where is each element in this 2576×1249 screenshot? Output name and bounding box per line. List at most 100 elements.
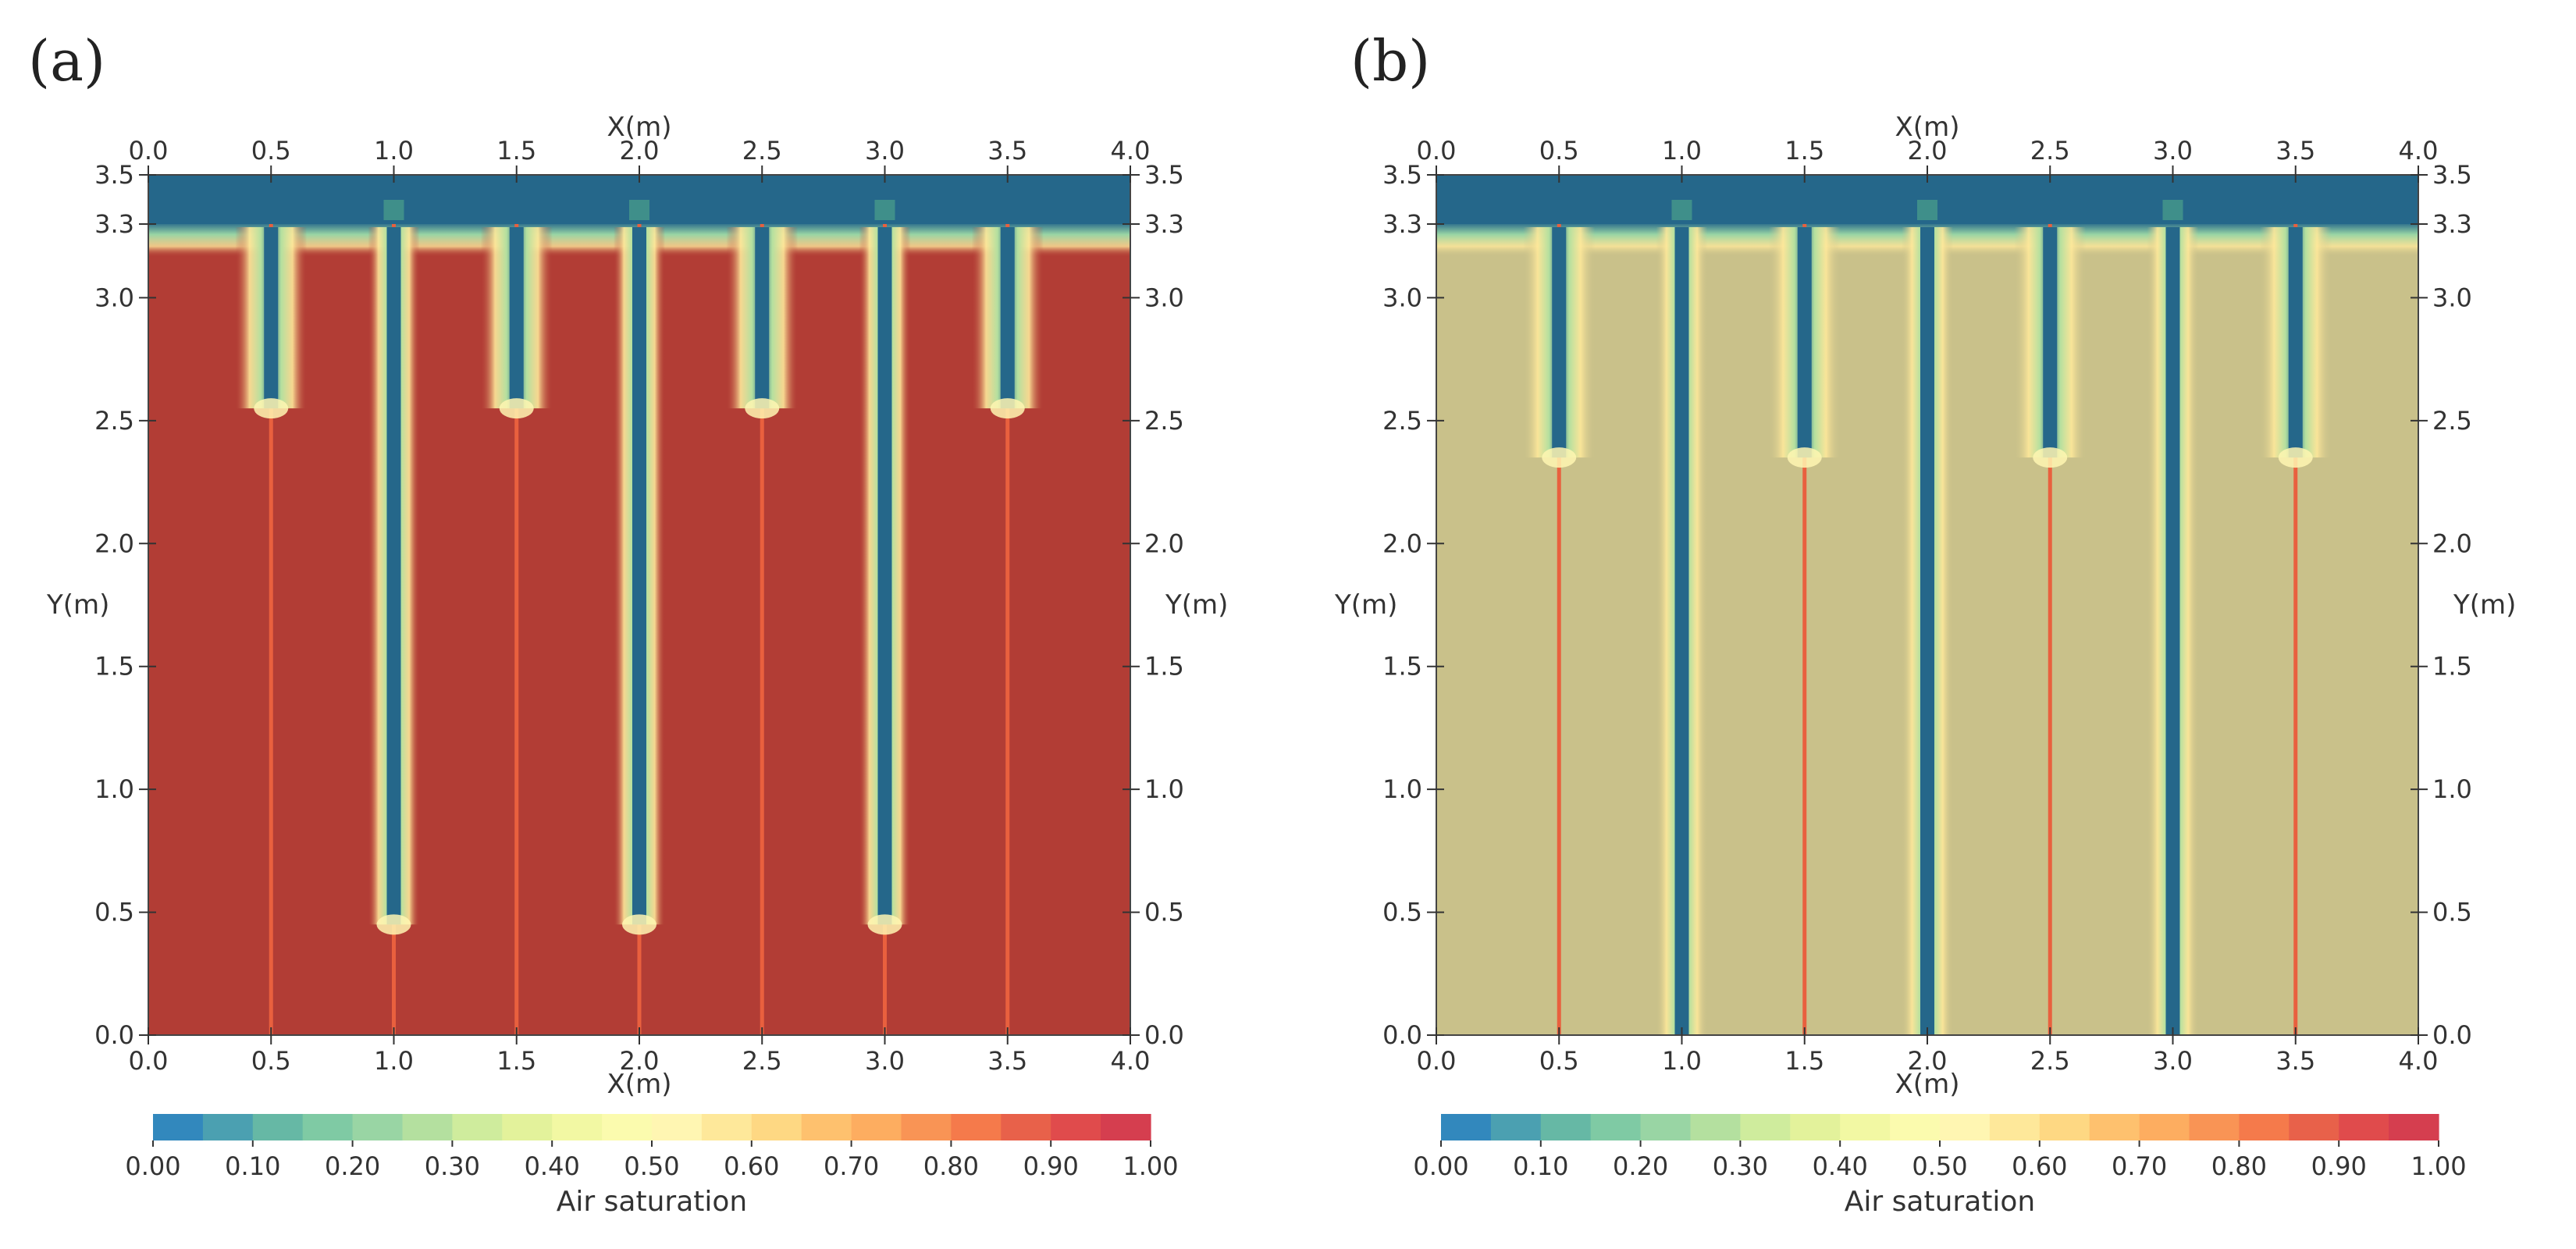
x-tick-bottom-1: 0.5 [251,1046,291,1076]
colorbar-tick-5: 0.50 [1912,1151,1967,1181]
y-tick-left-0: 0.0 [94,1020,134,1050]
y-tick-left-4: 2.0 [1382,528,1422,558]
panel-label-a: (a) [28,28,106,94]
colorbar-swatch-10 [652,1114,703,1140]
plot-area [148,175,1130,1035]
injection-point-2 [874,200,895,220]
long-plume-core-1 [1920,226,1934,1035]
colorbar-swatch-11 [1989,1114,2041,1140]
short-plume-core-3 [1000,226,1015,409]
y-tick-left-1: 0.5 [1382,898,1422,927]
colorbar-tick-1: 0.10 [225,1151,280,1181]
colorbar-tick-9: 0.90 [2311,1151,2367,1181]
y-tick-right-5: 2.5 [1144,406,1184,436]
short-plume-core-0 [264,226,279,409]
colorbar-tick-8: 0.80 [2211,1151,2267,1181]
y-tick-left-6: 3.0 [94,283,134,312]
y-tick-right-2: 1.0 [2432,774,2472,804]
x-tick-bottom-2: 1.0 [374,1046,414,1076]
x-tick-bottom-7: 3.5 [2275,1046,2315,1076]
colorbar-swatch-18 [2339,1114,2389,1140]
y-tick-left-0: 0.0 [1382,1020,1422,1050]
colorbar-tick-3: 0.30 [425,1151,480,1181]
colorbar-swatch-13 [2089,1114,2140,1140]
injection-point-1 [629,200,649,220]
colorbar-swatch-1 [1490,1114,1542,1140]
y-tick-right-8: 3.5 [2432,160,2472,190]
colorbar-swatch-19 [2389,1114,2439,1140]
colorbar-swatch-7 [502,1114,553,1140]
x-tick-bottom-3: 1.5 [496,1046,536,1076]
colorbar-swatch-13 [801,1114,852,1140]
colorbar-swatch-3 [1590,1114,1642,1140]
x-tick-bottom-8: 4.0 [1111,1046,1151,1076]
y-tick-right-4: 2.0 [2432,528,2472,558]
colorbar-tick-6: 0.60 [2012,1151,2067,1181]
x-axis-title-top: X(m) [607,112,672,143]
long-plume-core-2 [877,226,892,925]
colorbar-tick-5: 0.50 [624,1151,679,1181]
colorbar-swatch-17 [2289,1114,2339,1140]
colorbar-swatch-16 [951,1114,1002,1140]
colorbar-tick-1: 0.10 [1513,1151,1568,1181]
colorbar-tick-9: 0.90 [1023,1151,1079,1181]
short-plume-core-3 [2288,226,2303,458]
short-plume-tip-0 [1542,447,1577,468]
x-tick-bottom-5: 2.5 [2030,1046,2070,1076]
colorbar-swatch-3 [302,1114,354,1140]
colorbar-swatch-9 [1890,1114,1941,1140]
x-axis-title-top: X(m) [1895,112,1960,143]
colorbar-swatch-8 [552,1114,603,1140]
y-tick-left-3: 1.5 [94,652,134,681]
long-plume-core-0 [386,226,401,925]
x-axis-title-bottom: X(m) [607,1069,672,1100]
y-tick-right-3: 1.5 [1144,652,1184,681]
colorbar-swatch-2 [252,1114,304,1140]
y-axis-title-right: Y(m) [2453,589,2516,621]
x-tick-top-4: 2.0 [620,136,660,165]
colorbar-swatch-5 [402,1114,453,1140]
y-tick-right-3: 1.5 [2432,652,2472,681]
colorbar-swatch-10 [1940,1114,1991,1140]
x-tick-top-3: 1.5 [496,136,536,165]
plot-area [1436,175,2418,1035]
long-plume-core-2 [2165,226,2180,1035]
colorbar-tick-7: 0.70 [2112,1151,2167,1181]
colorbar-tick-2: 0.20 [325,1151,380,1181]
x-tick-top-1: 0.5 [1539,136,1579,165]
x-tick-bottom-4: 2.0 [620,1046,660,1076]
x-tick-top-5: 2.5 [742,136,782,165]
panel-label-b: (b) [1350,28,1431,94]
colorbar-swatch-0 [153,1114,204,1140]
x-tick-top-5: 2.5 [2030,136,2070,165]
y-tick-right-0: 0.0 [1144,1020,1184,1050]
x-tick-top-7: 3.5 [2275,136,2315,165]
short-plume-tip-1 [499,398,534,419]
short-plume-tip-1 [1787,447,1822,468]
y-tick-right-2: 1.0 [1144,774,1184,804]
colorbar-tick-8: 0.80 [923,1151,979,1181]
y-tick-left-8: 3.5 [94,160,134,190]
x-tick-bottom-2: 1.0 [1662,1046,1702,1076]
x-tick-bottom-0: 0.0 [1417,1046,1457,1076]
colorbar-tick-0: 0.00 [1413,1151,1468,1181]
colorbar-tick-4: 0.40 [1813,1151,1868,1181]
colorbar-title: Air saturation [557,1186,747,1218]
colorbar-swatch-14 [2139,1114,2190,1140]
colorbar-swatch-2 [1540,1114,1592,1140]
short-plume-tip-2 [2033,447,2068,468]
long-plume-core-0 [1674,226,1689,1035]
short-plume-tip-3 [990,398,1025,419]
x-tick-bottom-0: 0.0 [129,1046,169,1076]
colorbar-tick-6: 0.60 [724,1151,779,1181]
colorbar-swatch-15 [901,1114,952,1140]
y-tick-right-6: 3.0 [2432,283,2472,312]
colorbar-swatch-8 [1840,1114,1891,1140]
injection-point-0 [383,200,404,220]
y-tick-right-1: 0.5 [1144,898,1184,927]
chart-a: 0.00.00.50.51.01.01.51.52.02.02.52.53.03… [46,112,1228,1218]
colorbar-swatch-6 [452,1114,503,1140]
short-plume-core-0 [1552,226,1567,458]
x-tick-top-6: 3.0 [2153,136,2193,165]
x-tick-top-8: 4.0 [2399,136,2439,165]
